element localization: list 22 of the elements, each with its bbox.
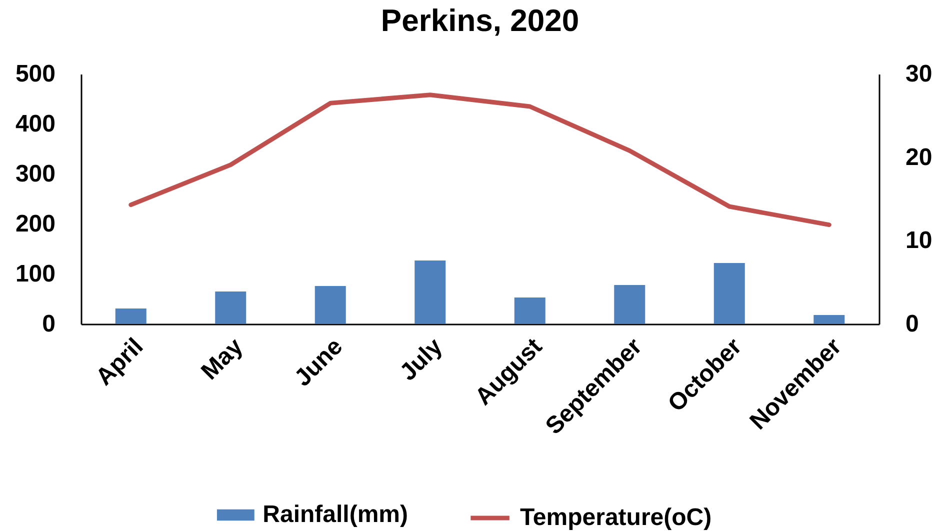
y2-tick-label: 0 — [906, 310, 919, 338]
y2-tick-label: 30 — [906, 60, 932, 88]
y-tick-label: 300 — [15, 160, 56, 188]
line-series — [128, 92, 832, 228]
legend-label: Rainfall(mm) — [262, 501, 408, 528]
bar — [115, 308, 146, 324]
y-tick-label: 200 — [15, 210, 56, 238]
bar — [514, 298, 546, 324]
chart-title: Perkins, 2020 — [380, 3, 580, 38]
bar — [215, 292, 246, 324]
y-tick-label: 100 — [15, 260, 56, 288]
y-tick-label: 500 — [15, 60, 56, 88]
y2-tick-label: 10 — [906, 227, 932, 254]
y2-tick-label: 20 — [906, 144, 932, 171]
bar — [814, 315, 845, 324]
bar — [414, 260, 446, 324]
bar — [714, 263, 745, 324]
legend-label: Temperature(oC) — [520, 504, 712, 531]
y-tick-label: 0 — [42, 310, 56, 338]
y-tick-label: 400 — [15, 110, 56, 138]
bar — [314, 286, 346, 324]
bar — [614, 285, 646, 324]
